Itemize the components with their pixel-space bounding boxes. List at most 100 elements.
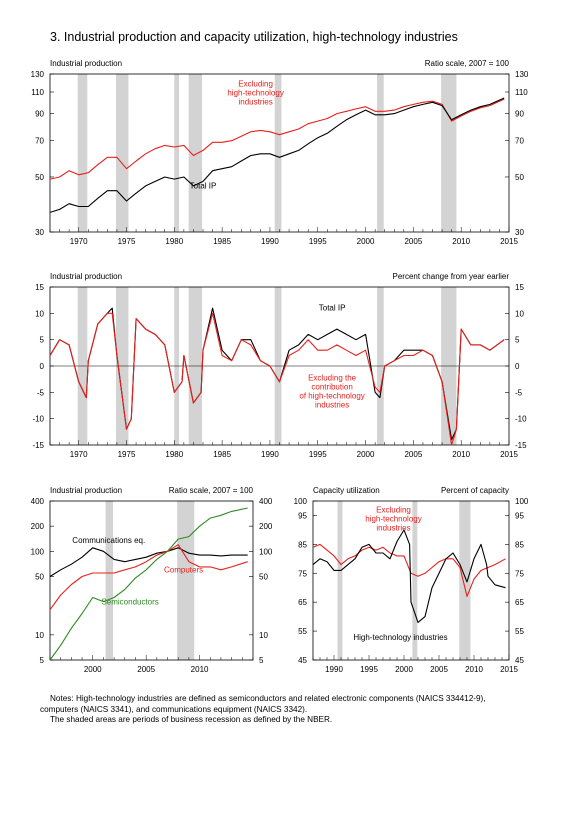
y-tick-label: 95 bbox=[515, 511, 524, 520]
chart-middle: -15 -15 -10 -10 -5 -5 0 0 5 5 10 10 15 15 1970 1975 1980… bbox=[32, 272, 527, 459]
series-line bbox=[49, 544, 248, 611]
series-label: Excluding bbox=[376, 506, 411, 515]
series-label: of high-technology bbox=[299, 392, 364, 401]
y-tick-label: -10 bbox=[32, 415, 44, 424]
y-tick-label: 10 bbox=[35, 631, 44, 640]
series-label: high-technology bbox=[227, 88, 283, 97]
x-tick-label: 1990 bbox=[261, 450, 279, 459]
recession-band bbox=[274, 74, 282, 232]
panel-title-left: Industrial production bbox=[50, 486, 122, 495]
x-tick-label: 2005 bbox=[404, 450, 422, 459]
y-tick-label: 5 bbox=[40, 656, 45, 665]
y-tick-label: 30 bbox=[515, 228, 524, 237]
y-tick-label: 5 bbox=[259, 656, 264, 665]
y-tick-label: 75 bbox=[515, 569, 524, 578]
series-label: Excluding the bbox=[308, 374, 357, 383]
x-tick-label: 1980 bbox=[165, 237, 183, 246]
recession-band bbox=[459, 501, 471, 660]
series-label: high-technology bbox=[365, 515, 421, 524]
series-label: Computers bbox=[164, 565, 203, 574]
y-tick-label: 200 bbox=[259, 522, 273, 531]
y-tick-label: 55 bbox=[515, 627, 524, 636]
panel-title-right: Percent of capacity bbox=[441, 486, 509, 495]
x-tick-label: 2005 bbox=[430, 665, 448, 674]
y-tick-label: 100 bbox=[31, 547, 45, 556]
y-tick-label: 65 bbox=[298, 598, 307, 607]
x-tick-label: 1970 bbox=[70, 237, 88, 246]
y-tick-label: -5 bbox=[515, 388, 523, 397]
y-tick-label: -15 bbox=[32, 441, 44, 450]
x-tick-label: 2000 bbox=[357, 450, 375, 459]
x-tick-label: 1985 bbox=[213, 237, 231, 246]
series-line bbox=[49, 97, 505, 213]
panel-title-left: Industrial production bbox=[50, 59, 122, 68]
x-tick-label: 1970 bbox=[70, 450, 88, 459]
x-tick-label: 1995 bbox=[309, 237, 327, 246]
x-tick-label: 1995 bbox=[360, 665, 378, 674]
x-tick-label: 1980 bbox=[165, 450, 183, 459]
y-tick-label: 90 bbox=[515, 110, 524, 119]
y-tick-label: 400 bbox=[259, 497, 273, 506]
x-tick-label: 1990 bbox=[261, 237, 279, 246]
series-label: Total IP bbox=[319, 304, 346, 313]
series-line bbox=[312, 529, 506, 623]
series-label: industries bbox=[315, 401, 349, 410]
series-label: Excluding bbox=[238, 79, 273, 88]
y-tick-label: 70 bbox=[35, 137, 44, 146]
y-tick-label: 110 bbox=[31, 88, 44, 97]
y-tick-label: 100 bbox=[515, 497, 529, 506]
x-tick-label: 1990 bbox=[325, 665, 343, 674]
x-tick-label: 2005 bbox=[137, 665, 155, 674]
y-tick-label: 50 bbox=[35, 572, 44, 581]
x-tick-label: 2010 bbox=[465, 665, 483, 674]
y-tick-label: 0 bbox=[40, 362, 45, 371]
recession-band bbox=[441, 74, 457, 232]
panel-title-left: Industrial production bbox=[50, 272, 122, 281]
x-tick-label: 1975 bbox=[118, 450, 136, 459]
y-tick-label: 45 bbox=[298, 656, 307, 665]
panel-title-left: Capacity utilization bbox=[313, 486, 380, 495]
y-tick-label: 130 bbox=[515, 70, 529, 79]
y-tick-label: 45 bbox=[515, 656, 524, 665]
y-tick-label: 30 bbox=[35, 228, 44, 237]
recession-band bbox=[377, 74, 384, 232]
recession-band bbox=[177, 501, 195, 660]
y-tick-label: 85 bbox=[515, 540, 524, 549]
x-tick-label: 2000 bbox=[84, 665, 102, 674]
recession-band bbox=[412, 501, 418, 660]
y-tick-label: 95 bbox=[298, 511, 307, 520]
figure-title: 3. Industrial production and capacity ut… bbox=[50, 30, 458, 44]
y-tick-label: 75 bbox=[298, 569, 307, 578]
y-tick-label: 15 bbox=[515, 283, 524, 292]
y-tick-label: -10 bbox=[515, 415, 527, 424]
y-tick-label: 110 bbox=[515, 88, 528, 97]
panel-title-right: Percent change from year earlier bbox=[393, 272, 510, 281]
y-tick-label: 15 bbox=[35, 283, 44, 292]
series-line bbox=[49, 312, 505, 446]
y-tick-label: 70 bbox=[515, 137, 524, 146]
y-tick-label: 90 bbox=[35, 110, 44, 119]
y-tick-label: -15 bbox=[515, 441, 527, 450]
x-tick-label: 1985 bbox=[213, 450, 231, 459]
y-tick-label: 5 bbox=[515, 336, 520, 345]
x-tick-label: 2000 bbox=[395, 665, 413, 674]
recession-band bbox=[105, 501, 114, 660]
chart-bottom_right: 45 45 55 55 65 65 75 75 85 85 95 95 100 100 1990 1995 20… bbox=[294, 486, 529, 674]
x-tick-label: 2015 bbox=[500, 450, 518, 459]
recession-band bbox=[77, 74, 88, 232]
y-tick-label: 0 bbox=[515, 362, 520, 371]
x-tick-label: 2015 bbox=[500, 665, 518, 674]
series-line bbox=[49, 547, 248, 577]
notes-line-3: The shaded areas are periods of business… bbox=[50, 715, 333, 724]
x-tick-label: 1975 bbox=[118, 237, 136, 246]
y-tick-label: 5 bbox=[40, 336, 45, 345]
recession-band bbox=[188, 74, 203, 232]
y-tick-label: 400 bbox=[31, 497, 45, 506]
series-label: industries bbox=[376, 524, 410, 533]
y-tick-label: 85 bbox=[298, 540, 307, 549]
y-tick-label: 50 bbox=[259, 572, 268, 581]
y-tick-label: 55 bbox=[298, 627, 307, 636]
y-tick-label: 50 bbox=[515, 173, 524, 182]
series-label: contribution bbox=[311, 383, 352, 392]
